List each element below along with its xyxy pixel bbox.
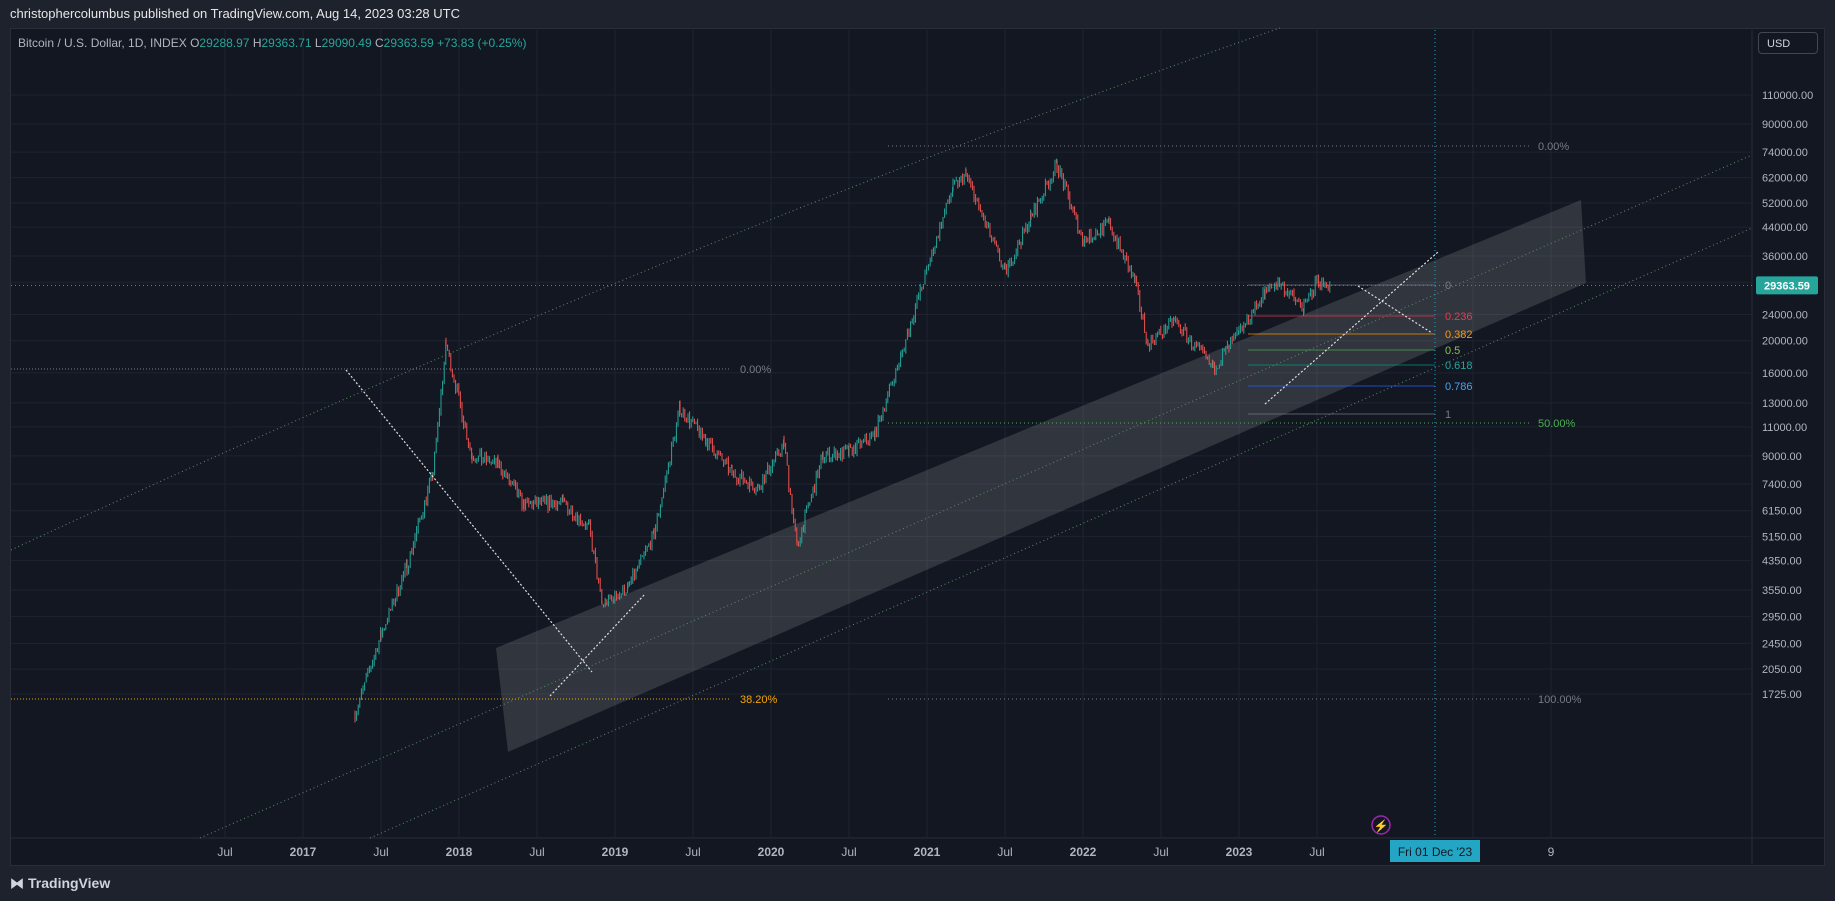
downtrend-line-2018 xyxy=(345,369,593,673)
open-value: 29288.97 xyxy=(199,36,250,50)
time-tick-label: 2023 xyxy=(1226,845,1253,859)
publisher-line: christophercolumbus published on Trading… xyxy=(0,0,1835,28)
grid-lines xyxy=(11,30,1824,864)
currency-button[interactable]: USD xyxy=(1758,32,1818,54)
fib1-label-0: 0.00% xyxy=(740,364,771,376)
tradingview-logo-icon: ⧓ xyxy=(10,875,24,891)
price-tick-label: 6150.00 xyxy=(1762,506,1802,518)
time-tick-label: Jul xyxy=(217,845,232,859)
crosshair-date-badge xyxy=(1390,840,1480,862)
fib3-label: 0.236 xyxy=(1445,311,1473,323)
price-tick-label: 5150.00 xyxy=(1762,531,1802,543)
crosshair-date-label: Fri 01 Dec '23 xyxy=(1398,845,1473,859)
time-tick-label: Jul xyxy=(529,845,544,859)
tradingview-logo[interactable]: ⧓ TradingView xyxy=(10,875,110,892)
fib-overlays: 0.00% 38.20% 0.00% 50.00% 100.00% 0 0.236 0.382… xyxy=(11,141,1582,706)
projection-line-2023 xyxy=(1357,285,1433,334)
time-tick-label: 9 xyxy=(1548,845,1555,859)
price-tick-label: 9000.00 xyxy=(1762,451,1802,463)
fib3-label: 1 xyxy=(1445,409,1451,421)
low-label: L xyxy=(314,36,322,50)
price-tick-label: 16000.00 xyxy=(1762,368,1808,380)
time-tick-label: 2019 xyxy=(602,845,629,859)
price-tick-label: 44000.00 xyxy=(1762,222,1808,234)
fib3-label: 0 xyxy=(1445,280,1451,292)
price-tick-label: 20000.00 xyxy=(1762,336,1808,348)
price-tick-label: 11000.00 xyxy=(1762,422,1807,434)
uptrend-line-2019 xyxy=(549,593,646,697)
price-tick-label: 4350.00 xyxy=(1762,556,1802,568)
fib3-label: 0.382 xyxy=(1445,329,1473,341)
fib2-label: 50.00% xyxy=(1538,418,1576,430)
time-tick-label: Jul xyxy=(1309,845,1324,859)
price-tick-label: 13000.00 xyxy=(1762,398,1808,410)
symbol-name: Bitcoin / U.S. Dollar, 1D, INDEX xyxy=(18,36,187,50)
time-tick-label: 2018 xyxy=(446,845,473,859)
time-tick-label: Jul xyxy=(685,845,700,859)
channel-overlays xyxy=(10,27,1753,839)
time-tick-label: 2022 xyxy=(1070,845,1097,859)
low-value: 29090.49 xyxy=(321,36,372,50)
fib3-label: 0.786 xyxy=(1445,381,1473,393)
fib1-label-382: 38.20% xyxy=(740,694,778,706)
lightning-glyph: ⚡ xyxy=(1374,819,1389,833)
price-tick-label: 7400.00 xyxy=(1762,479,1802,491)
time-tick-label: 2017 xyxy=(290,845,317,859)
time-axis: Jul 2017 Jul 2018 Jul 2019 Jul 2020 Jul 2021 Jul 20… xyxy=(217,845,1554,859)
change-value: +73.83 (+0.25%) xyxy=(437,36,527,50)
price-tick-label: 2450.00 xyxy=(1762,638,1802,650)
time-tick-label: Jul xyxy=(373,845,388,859)
price-tick-label: 1725.00 xyxy=(1762,689,1802,701)
time-tick-label: 2021 xyxy=(914,845,941,859)
price-tick-label: 3550.00 xyxy=(1762,585,1802,597)
price-tick-label: 2050.00 xyxy=(1762,664,1802,676)
fib3-label: 0.5 xyxy=(1445,345,1460,357)
time-tick-label: Jul xyxy=(1153,845,1168,859)
price-tick-label: 52000.00 xyxy=(1762,198,1808,210)
fib3-label: 0.618 xyxy=(1445,360,1473,372)
high-value: 29363.71 xyxy=(261,36,312,50)
chart-area[interactable] xyxy=(10,28,1825,866)
candlesticks xyxy=(354,158,1331,723)
last-price-badge xyxy=(1756,276,1818,295)
price-tick-label: 90000.00 xyxy=(1762,119,1808,131)
trend-lines xyxy=(345,251,1439,697)
price-axis: 1725.00 2050.00 2450.00 2950.00 3550.00 4350.… xyxy=(1762,90,1813,701)
main-channel-band xyxy=(496,200,1586,752)
close-label: C xyxy=(375,36,384,50)
symbol-legend: Bitcoin / U.S. Dollar, 1D, INDEX O29288.… xyxy=(18,36,526,50)
last-price-label: 29363.59 xyxy=(1764,280,1810,292)
time-tick-label: Jul xyxy=(997,845,1012,859)
price-tick-label: 24000.00 xyxy=(1762,309,1808,321)
channel-lower-extension xyxy=(369,227,1753,839)
open-label: O xyxy=(190,36,200,50)
price-tick-label: 2950.00 xyxy=(1762,612,1802,624)
logo-text: TradingView xyxy=(28,875,111,891)
footer xyxy=(0,866,1835,901)
fib2-label: 100.00% xyxy=(1538,694,1582,706)
time-tick-label: 2020 xyxy=(758,845,785,859)
high-label: H xyxy=(252,36,262,50)
axis-markers: 29363.59 Fri 01 Dec '23 ⚡ xyxy=(11,30,1818,862)
time-tick-label: Jul xyxy=(841,845,856,859)
price-tick-label: 36000.00 xyxy=(1762,251,1808,263)
fib2-label: 0.00% xyxy=(1538,141,1569,153)
price-tick-label: 62000.00 xyxy=(1762,173,1808,185)
close-value: 29363.59 xyxy=(383,36,434,50)
price-tick-label: 110000.00 xyxy=(1762,90,1813,102)
lightning-icon xyxy=(1371,815,1391,835)
price-tick-label: 74000.00 xyxy=(1762,147,1808,159)
